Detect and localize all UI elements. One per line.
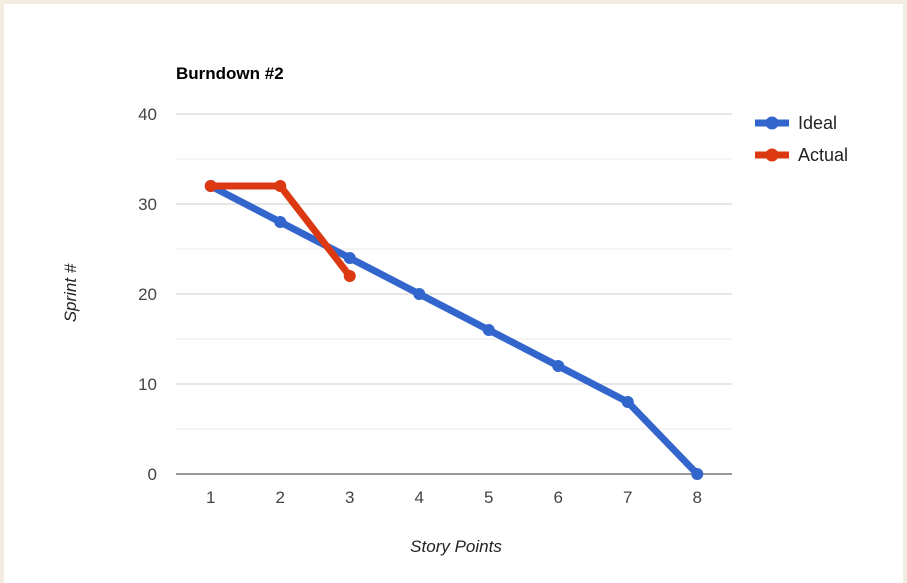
x-tick-label: 3	[345, 488, 354, 507]
data-point-ideal	[413, 288, 426, 300]
data-point-ideal	[343, 252, 356, 264]
y-tick-label: 40	[138, 105, 157, 124]
data-point-ideal	[482, 324, 495, 336]
chart-title: Burndown #2	[176, 64, 284, 83]
data-point-ideal	[274, 216, 287, 228]
y-axis-title: Sprint #	[61, 263, 80, 322]
x-tick-label: 6	[554, 488, 563, 507]
x-axis-title: Story Points	[410, 537, 502, 556]
data-point-ideal	[621, 396, 634, 408]
legend-item-ideal: Ideal	[755, 113, 837, 133]
y-tick-label: 0	[148, 465, 157, 484]
legend-item-actual: Actual	[755, 145, 848, 165]
legend-swatch-dot	[765, 148, 779, 162]
series-line-ideal	[207, 182, 701, 478]
data-point-actual	[274, 180, 287, 192]
y-tick-label: 30	[138, 195, 157, 214]
x-tick-label: 7	[623, 488, 632, 507]
x-tick-label: 5	[484, 488, 493, 507]
gridlines	[176, 113, 732, 430]
x-axis-ticks: 1 2 3 4 5 6 7 8	[206, 488, 702, 507]
y-tick-label: 20	[138, 285, 157, 304]
legend-swatch-dot	[765, 116, 779, 130]
x-tick-label: 4	[415, 488, 424, 507]
y-tick-label: 10	[138, 375, 157, 394]
data-point-ideal	[552, 360, 565, 372]
legend-label: Actual	[798, 145, 848, 165]
y-axis-ticks: 0 10 20 30 40	[138, 105, 157, 484]
x-tick-label: 2	[276, 488, 285, 507]
data-point-actual	[343, 270, 356, 282]
data-point-ideal	[691, 468, 704, 480]
x-tick-label: 8	[693, 488, 702, 507]
legend: Ideal Actual	[755, 113, 848, 165]
series-actual	[204, 180, 356, 282]
series-ideal	[204, 180, 704, 480]
series-layer	[204, 180, 704, 480]
x-tick-label: 1	[206, 488, 215, 507]
legend-label: Ideal	[798, 113, 837, 133]
data-point-actual	[204, 180, 217, 192]
